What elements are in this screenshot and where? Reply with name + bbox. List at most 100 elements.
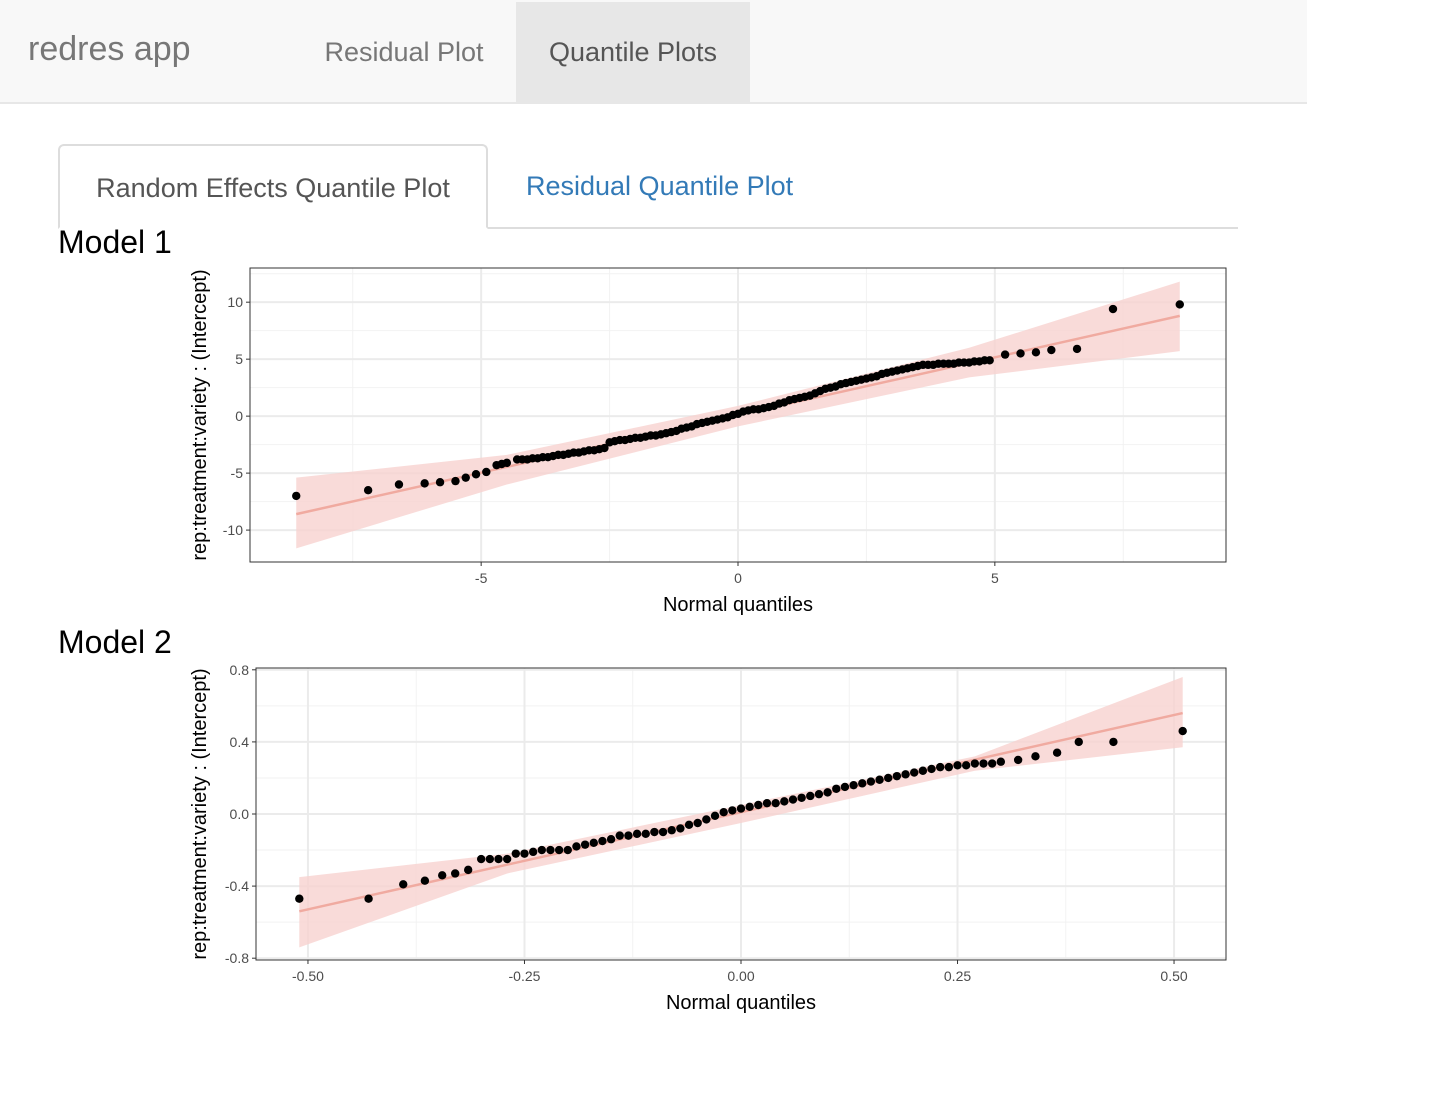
y-tick-label: 0.0	[230, 806, 250, 822]
data-point	[420, 876, 430, 885]
data-point	[589, 838, 598, 848]
model-2-quantile-plot: -0.50 -0.25 0.00 0.25 0.50 0.8 0.4 0.0 -0.4 -0.8 N…	[189, 662, 1227, 1014]
y-tick-label: 10	[227, 294, 243, 310]
navbar-brand[interactable]: redres app	[28, 30, 191, 68]
data-point	[935, 762, 945, 772]
data-point	[554, 845, 564, 855]
data-point	[797, 793, 806, 802]
x-tick-label: 0	[734, 570, 742, 586]
y-tick-label: 0.8	[230, 662, 250, 678]
data-point	[1052, 748, 1062, 757]
data-point	[762, 798, 772, 808]
data-point	[987, 759, 997, 768]
data-point	[463, 865, 473, 875]
data-point	[814, 789, 824, 799]
data-point	[979, 759, 988, 768]
nav-item-quantile-plots[interactable]: Quantile Plots	[516, 2, 750, 102]
data-point	[866, 777, 876, 786]
data-point	[780, 797, 789, 806]
data-point	[1178, 726, 1187, 736]
data-point	[435, 478, 445, 487]
data-point	[840, 782, 850, 792]
data-point	[1031, 752, 1040, 761]
tab-random-effects-quantile-plot[interactable]: Random Effects Quantile Plot	[58, 144, 488, 229]
x-tick-label: -0.25	[509, 968, 541, 984]
data-point	[985, 356, 994, 365]
data-point	[875, 775, 884, 784]
x-tick-label: 0.25	[944, 968, 971, 984]
data-point	[719, 807, 728, 817]
data-point	[832, 784, 841, 793]
y-tick-label: -0.8	[225, 950, 249, 966]
x-tick-label: 0.00	[727, 968, 754, 984]
data-point	[650, 827, 659, 837]
data-point	[528, 847, 538, 857]
y-tick-label: -10	[223, 522, 243, 538]
tab-residual-quantile-plot[interactable]: Residual Quantile Plot	[526, 171, 794, 201]
data-point	[1108, 304, 1118, 314]
data-point	[572, 842, 581, 851]
data-point	[927, 764, 936, 774]
data-point	[438, 871, 447, 880]
plot-tabs: Random Effects Quantile Plot Residual Qu…	[58, 144, 1238, 229]
data-point	[461, 473, 470, 482]
y-axis-title: rep:treatment:variety : (Intercept)	[189, 668, 211, 959]
data-point	[823, 788, 832, 797]
data-point	[684, 820, 694, 830]
data-point	[892, 771, 902, 781]
data-point	[745, 802, 754, 811]
x-axis-title: Normal quantiles	[663, 594, 813, 616]
data-point	[471, 470, 481, 479]
data-point	[476, 854, 486, 864]
data-point	[451, 476, 460, 486]
data-point	[502, 854, 512, 864]
data-point	[546, 845, 555, 855]
data-point	[394, 480, 404, 489]
x-tick-label: 0.50	[1160, 968, 1187, 984]
data-point	[961, 761, 971, 770]
y-tick-label: 0	[235, 408, 243, 424]
data-point	[788, 795, 798, 804]
data-point	[600, 443, 609, 453]
data-point	[806, 791, 815, 801]
y-tick-label: -5	[231, 465, 244, 481]
data-point	[710, 811, 720, 821]
data-point	[953, 761, 962, 770]
data-point	[450, 869, 460, 878]
y-axis-title: rep:treatment:variety : (Intercept)	[189, 269, 211, 560]
data-point	[420, 479, 429, 488]
data-point	[511, 849, 521, 858]
data-point	[563, 845, 572, 855]
data-point	[667, 826, 676, 835]
model-1-label: Model 1	[58, 224, 172, 260]
nav-item-residual-plot[interactable]: Residual Plot	[324, 37, 484, 67]
model-1-quantile-plot: -5 0 5 10 5 0 -5 -10 Normal quantiles rep:treatme…	[189, 267, 1227, 616]
data-point	[624, 831, 633, 840]
data-point	[736, 804, 746, 813]
x-tick-label: -0.50	[292, 968, 324, 984]
data-point	[598, 836, 607, 846]
data-point	[502, 458, 512, 468]
data-point	[482, 467, 491, 477]
y-tick-label: 0.4	[230, 734, 250, 750]
x-tick-label: -5	[475, 570, 488, 586]
data-point	[363, 486, 373, 495]
data-point	[364, 894, 373, 903]
data-point	[970, 759, 980, 768]
data-point	[944, 762, 954, 772]
data-point	[606, 835, 616, 844]
data-point	[580, 840, 590, 849]
y-tick-label: -0.4	[225, 878, 249, 894]
data-point	[693, 818, 702, 828]
data-point	[771, 798, 780, 808]
data-point	[537, 845, 547, 855]
data-point	[1031, 348, 1041, 357]
data-point	[1175, 300, 1184, 309]
data-point	[1000, 350, 1010, 359]
navbar: redres app Residual Plot Quantile Plots	[0, 0, 1307, 104]
data-point	[485, 854, 495, 864]
data-point	[1072, 344, 1082, 354]
data-point	[702, 815, 711, 824]
data-point	[632, 829, 642, 839]
data-point	[858, 779, 867, 788]
